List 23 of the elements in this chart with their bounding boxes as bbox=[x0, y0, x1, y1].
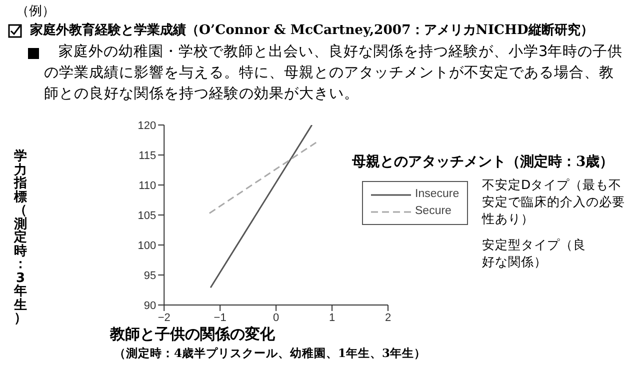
y-tick-label: 110 bbox=[138, 180, 156, 192]
y-tick-label: 95 bbox=[144, 270, 156, 282]
legend-title: 母親とのアタッチメント（測定時：3歳） bbox=[352, 153, 614, 171]
chart-subtitle: 家庭外の幼稚園・学校で教師と出会い、良好な関係を持つ経験が、小学3年時の子供の学業成績に影響を与える。特に、母親とのアタッチメントが不安定である場合、教師との良好な関係を持つ経験の効果が大きい。 bbox=[44, 42, 624, 104]
y-tick-label: 100 bbox=[138, 240, 156, 252]
text: （測定時：4歳半プリスクール、幼稚園、1年生、3年生） bbox=[114, 346, 426, 361]
chart-title: 家庭外教育経験と学業成績（O’Connor & McCartney,2007：アメリカNICHD縦断研究） bbox=[30, 22, 594, 39]
y-tick-label: 90 bbox=[144, 300, 156, 312]
y-tick-label: 105 bbox=[138, 210, 156, 222]
text: 不安定Dタイプ（最も不安定で臨床的介入の必要性あり） bbox=[482, 176, 626, 227]
x-tick-label: 2 bbox=[384, 312, 392, 324]
text: 学力指標（測定時：3年生） bbox=[14, 149, 27, 326]
x-tick-label: 0 bbox=[272, 312, 280, 324]
x-axis-title: 教師と子供の関係の変化 bbox=[110, 325, 275, 344]
x-tick-label: −2 bbox=[158, 312, 170, 324]
x-tick-label: −1 bbox=[214, 312, 226, 324]
y-tick-label: 120 bbox=[138, 120, 156, 132]
legend-label: Secure bbox=[415, 204, 452, 219]
text: （例） bbox=[16, 3, 55, 20]
text: 安定型タイプ（良好な関係） bbox=[482, 236, 587, 270]
legend-label: Insecure bbox=[415, 187, 460, 202]
x-tick-label: 1 bbox=[328, 312, 336, 324]
y-tick-label: 115 bbox=[138, 150, 156, 162]
